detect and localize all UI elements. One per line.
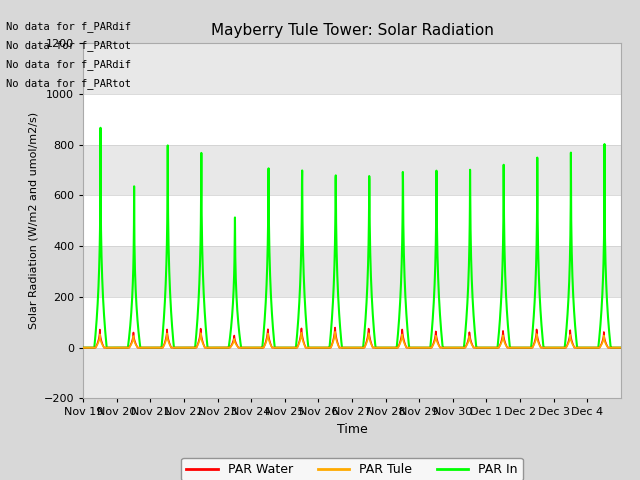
Bar [83,348,621,398]
X-axis label: Time: Time [337,423,367,436]
Bar [83,43,621,94]
Text: No data for f_PARdif: No data for f_PARdif [6,21,131,32]
Bar [83,246,621,297]
Text: No data for f_PARdif: No data for f_PARdif [6,59,131,70]
Y-axis label: Solar Radiation (W/m2 and umol/m2/s): Solar Radiation (W/m2 and umol/m2/s) [28,112,38,329]
Bar [83,144,621,195]
Text: No data for f_PARtot: No data for f_PARtot [6,78,131,89]
Text: No data for f_PARtot: No data for f_PARtot [6,40,131,51]
Title: Mayberry Tule Tower: Solar Radiation: Mayberry Tule Tower: Solar Radiation [211,23,493,38]
